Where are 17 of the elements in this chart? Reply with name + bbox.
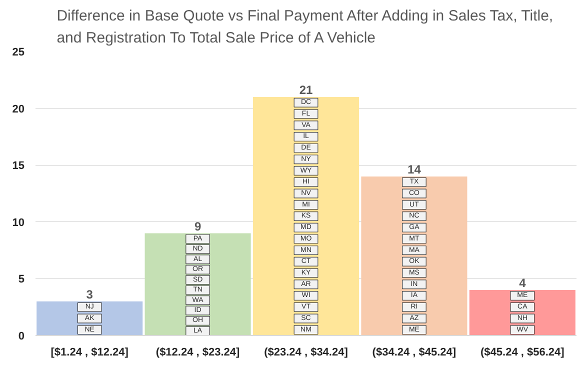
x-tick-label: ($45.24 , $56.24] (480, 346, 565, 358)
chart-title: Difference in Base Quote vs Final Payment After Adding in Sales Tax, Title, and Registration To Total Sale Price of A Vehicle (56, 7, 554, 46)
data-label: 14 (408, 162, 422, 176)
y-tick-label: 20 (12, 103, 25, 116)
y-tick-label: 0 (18, 330, 25, 342)
x-tick-label: ($34.24 , $45.24] (372, 346, 456, 358)
y-tick-label: 25 (12, 46, 25, 58)
x-tick-label: [$1.24 , $12.24] (50, 346, 129, 358)
data-label: 21 (299, 82, 313, 97)
data-label: 3 (86, 287, 94, 302)
y-tick-label: 15 (12, 160, 25, 172)
x-tick-label: ($12.24 , $23.24] (156, 346, 240, 358)
data-label: 4 (519, 276, 526, 290)
y-tick-label: 5 (18, 274, 25, 286)
y-tick-label: 10 (12, 216, 25, 229)
data-label: 9 (194, 219, 202, 234)
x-tick-label: ($23.24 , $34.24] (264, 346, 348, 358)
